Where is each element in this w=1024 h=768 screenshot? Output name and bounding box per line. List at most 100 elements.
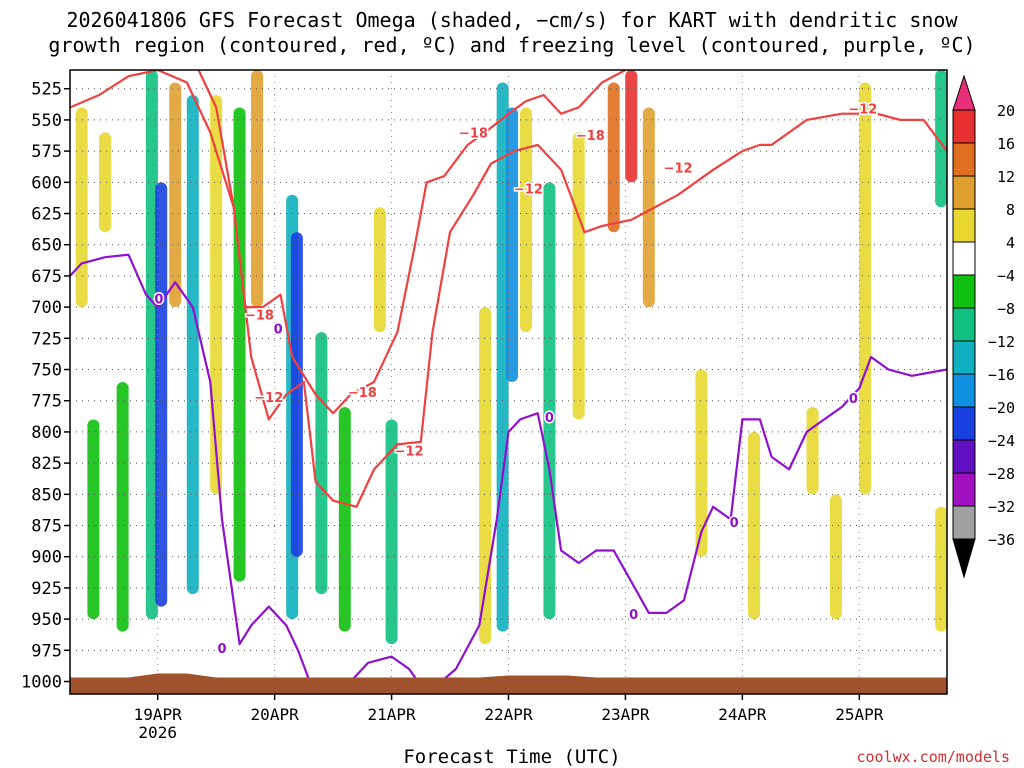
colorbar-swatch-6 — [952, 274, 976, 309]
y-tick-label-11: 800 — [31, 423, 62, 443]
terrain-shape — [70, 673, 947, 694]
y-tick-label-15: 900 — [31, 548, 62, 568]
omega-cell-29 — [829, 494, 842, 620]
x-tick-sublabel-0: 2026 — [138, 723, 177, 742]
omega-cell-12 — [290, 232, 303, 557]
omega-cell-21 — [543, 182, 556, 620]
contour-freezing-0 — [70, 253, 947, 694]
colorbar-swatch-12 — [952, 472, 976, 507]
y-tick-label-7: 700 — [31, 298, 62, 318]
omega-cell-23 — [607, 82, 620, 233]
colorbar-label-10: −24 — [988, 432, 1015, 450]
colorbar-label-6: −8 — [997, 300, 1015, 318]
omega-cell-25 — [642, 107, 655, 308]
x-tick-label-2: 21APR — [367, 705, 416, 724]
omega-cell-22 — [572, 132, 585, 420]
y-tick-label-17: 950 — [31, 610, 62, 630]
x-axis-title: Forecast Time (UTC) — [403, 746, 621, 768]
chart-title-line-2: growth region (contoured, red, ºC) and f… — [48, 33, 976, 57]
omega-cell-20 — [520, 107, 533, 333]
y-tick-label-6: 675 — [31, 267, 62, 287]
x-tick-label-1: 20APR — [251, 705, 300, 724]
contour-label-13: −12 — [514, 183, 543, 198]
contour-dgz-minus18 — [197, 70, 626, 415]
colorbar-label-8: −16 — [988, 366, 1015, 384]
credit-text: coolwx.com/models — [856, 748, 1010, 766]
omega-shading-layer — [75, 70, 947, 645]
omega-cell-14 — [338, 406, 351, 632]
contour-label-15: −12 — [848, 103, 877, 118]
x-tick-label-3: 22APR — [484, 705, 533, 724]
y-tick-label-9: 750 — [31, 361, 62, 381]
colorbar-swatch-13 — [952, 505, 976, 540]
contour-label-7: −18 — [245, 309, 274, 324]
contour-label-9: −18 — [459, 126, 488, 141]
x-tick-label-4: 23APR — [601, 705, 650, 724]
colorbar-label-4: 4 — [1006, 234, 1015, 252]
colorbar: 20 16 12 8 4 −4 −8 −12 −16 −20 −24 −28 −32 −36 — [952, 74, 1015, 579]
colorbar-bottom-arrow — [952, 538, 976, 579]
contour-label-11: −12 — [254, 391, 283, 406]
chart-title-line-1: 2026041806 GFS Forecast Omega (shaded, −… — [66, 8, 958, 32]
x-tick-label-0: 19APR — [134, 705, 183, 724]
contour-label-1: 0 — [217, 642, 226, 657]
omega-cell-17 — [479, 307, 492, 645]
colorbar-swatch-2 — [952, 142, 976, 177]
contour-label-3: 0 — [545, 411, 554, 426]
x-tick-label-5: 24APR — [718, 705, 767, 724]
y-tick-label-2: 575 — [31, 142, 62, 162]
contour-label-0: 0 — [154, 292, 163, 307]
omega-cell-4 — [145, 70, 158, 620]
colorbar-swatch-10 — [952, 406, 976, 441]
y-tick-label-10: 775 — [31, 392, 62, 412]
y-tick-label-16: 925 — [31, 579, 62, 599]
contour-label-10: −18 — [576, 129, 605, 144]
colorbar-label-0: 20 — [997, 102, 1015, 120]
contour-label-5: 0 — [730, 516, 739, 531]
y-axis: 525 550 575 600 625 650 675 700 725 750 775 800 825 8… — [21, 80, 70, 693]
colorbar-swatch-9 — [952, 373, 976, 408]
grid-layer — [70, 70, 947, 694]
colorbar-label-2: 12 — [997, 168, 1015, 186]
y-tick-label-19: 1000 — [21, 673, 62, 693]
colorbar-label-9: −20 — [988, 399, 1015, 417]
y-tick-label-0: 525 — [31, 80, 62, 100]
y-tick-label-3: 600 — [31, 173, 62, 193]
y-tick-label-12: 825 — [31, 454, 62, 474]
omega-cell-19 — [506, 107, 519, 382]
y-tick-label-18: 975 — [31, 641, 62, 661]
contour-label-4: 0 — [629, 608, 638, 623]
colorbar-label-7: −12 — [988, 333, 1015, 351]
omega-cell-3 — [116, 382, 129, 632]
omega-cell-15 — [373, 207, 386, 333]
omega-cell-28 — [806, 406, 819, 495]
colorbar-swatch-7 — [952, 307, 976, 342]
x-tick-label-6: 25APR — [835, 705, 884, 724]
contour-label-8: −18 — [348, 386, 377, 401]
omega-cell-2 — [87, 419, 100, 620]
omega-cell-30 — [859, 82, 872, 495]
colorbar-label-11: −28 — [988, 465, 1015, 483]
colorbar-label-13: −36 — [988, 531, 1015, 549]
contour-label-14: −12 — [664, 161, 693, 176]
colorbar-label-1: 16 — [997, 135, 1015, 153]
terrain-layer — [70, 673, 947, 694]
omega-cell-7 — [186, 94, 199, 595]
y-tick-label-5: 650 — [31, 236, 62, 256]
omega-cell-26 — [695, 369, 708, 557]
omega-cell-24 — [625, 70, 638, 183]
y-tick-label-1: 550 — [31, 111, 62, 131]
omega-cell-0 — [75, 107, 88, 308]
y-tick-label-4: 625 — [31, 205, 62, 225]
omega-cell-5 — [155, 182, 168, 607]
colorbar-swatch-11 — [952, 439, 976, 474]
y-tick-label-13: 850 — [31, 485, 62, 505]
omega-cell-1 — [99, 132, 112, 233]
colorbar-top-arrow — [952, 74, 976, 111]
colorbar-swatch-5 — [952, 241, 976, 276]
omega-cell-8 — [210, 94, 223, 495]
contour-label-2: 0 — [274, 322, 283, 337]
